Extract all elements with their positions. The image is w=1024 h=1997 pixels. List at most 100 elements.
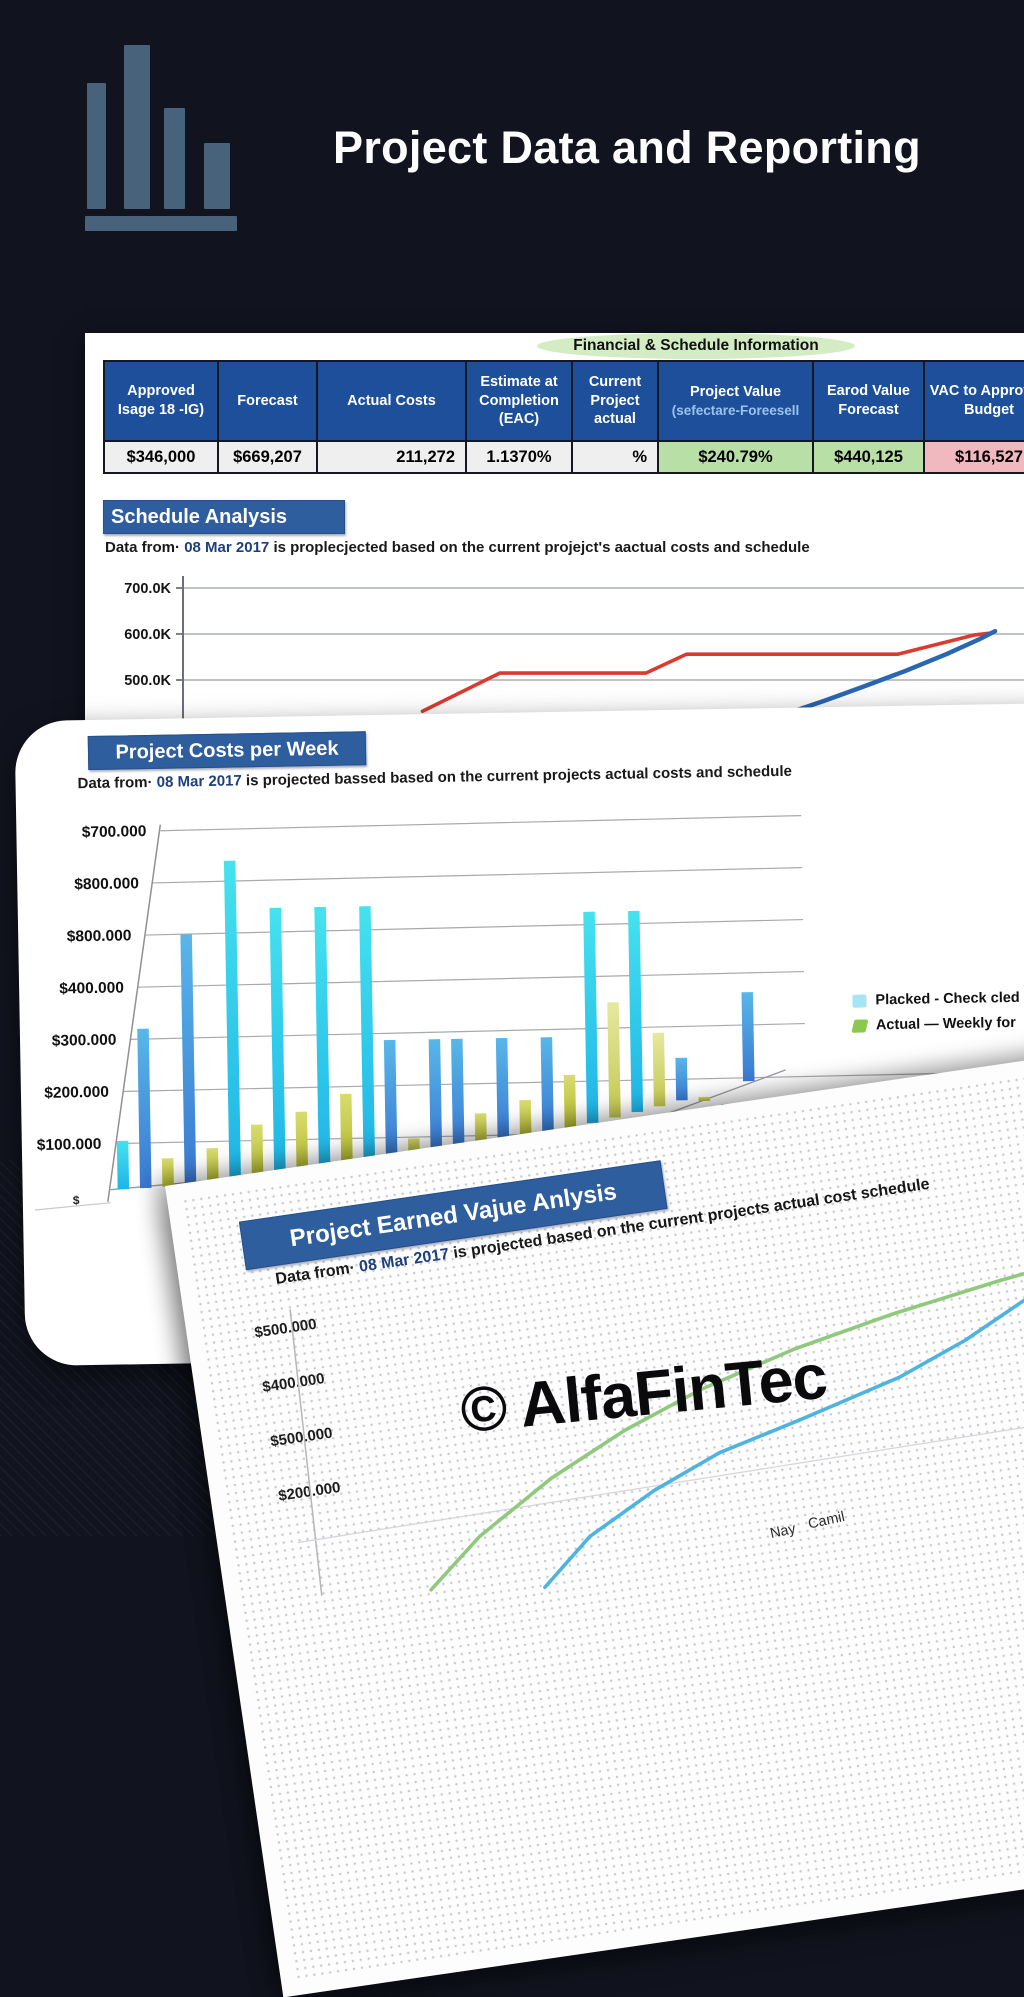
- column-label: Estimate at Completion (EAC): [479, 374, 559, 428]
- chart-legend: Placked - Check cled Actual — Weekly for: [851, 990, 1021, 1034]
- axis-extension-line: [34, 1202, 111, 1211]
- legend-label: Actual — Weekly for: [875, 1014, 1016, 1034]
- bar-forecast: [180, 934, 197, 1186]
- financial-table: Approved Isage 18 -IG) Forecast Actual Cos…: [103, 360, 1024, 474]
- x-axis-label: Camil: [807, 1509, 847, 1533]
- table-value-cell: $346,000: [105, 442, 219, 472]
- column-label: Actual Costs: [347, 392, 436, 409]
- bar-forecast: [741, 992, 755, 1082]
- legend-swatch: [851, 1018, 869, 1033]
- y-axis-label: $800.000: [67, 927, 132, 945]
- table-value-cell: $116,527: [925, 442, 1024, 472]
- column-label: Current Project actual: [588, 374, 642, 428]
- bar-forecast: [495, 1037, 510, 1143]
- bar-actual: [250, 1124, 264, 1180]
- y-axis-label: $200.000: [44, 1084, 109, 1102]
- subtitle-prefix: Data from·: [105, 539, 181, 556]
- bar-planned: [223, 860, 242, 1182]
- costs-bar-chart: $700.000 $800.000 $800.000 $400.000 $300.000…: [34, 814, 1012, 1211]
- bar-planned: [269, 907, 286, 1177]
- section-title: Project Costs per Week: [115, 737, 339, 764]
- logo-bar: [124, 45, 150, 209]
- table-value-cell: 211,272: [318, 442, 467, 472]
- y-axis-label: $300.000: [52, 1032, 117, 1050]
- bar-forecast: [675, 1057, 688, 1101]
- subtitle-date: 08 Mar 2017: [156, 772, 242, 791]
- bar-actual: [519, 1099, 532, 1138]
- subtitle-prefix: Data from·: [77, 773, 153, 793]
- bar-actual: [295, 1111, 309, 1175]
- actual-cost-line: [785, 628, 998, 716]
- legend-item: Placked - Check cled: [852, 990, 1020, 1009]
- bar-forecast: [451, 1038, 465, 1151]
- costs-per-week-banner: Project Costs per Week: [87, 731, 367, 771]
- table-header-cell: Approved Isage 18 -IG): [105, 362, 219, 442]
- actual-blue-line: [543, 1152, 1024, 1590]
- logo-bar: [204, 143, 230, 209]
- y-axis-label: 600.0K: [124, 627, 171, 643]
- table-value-cell: $440,125: [814, 442, 925, 472]
- logo-base: [85, 216, 237, 231]
- schedule-line-chart: 700.0K 600.0K 500.0K: [124, 576, 1024, 769]
- financial-table-title: Financial & Schedule Information: [573, 337, 819, 354]
- legend-swatch: [852, 993, 867, 1008]
- subtitle-text: is proplecjected based on the current pr…: [273, 539, 810, 556]
- column-label: Approved Isage 18 -IG): [117, 383, 205, 418]
- table-header-cell: VAC to Approved Budget: [925, 362, 1024, 442]
- bar-actual: [340, 1093, 353, 1169]
- bar-actual: [161, 1158, 174, 1187]
- gridline: [145, 918, 804, 936]
- y-axis-label: $700.000: [82, 823, 147, 841]
- y-axis-label: $400.000: [59, 979, 124, 997]
- costs-per-week-card: $700.000 $800.000 $800.000 $400.000 $300.000…: [14, 702, 1024, 1367]
- y-axis-line: [107, 824, 162, 1202]
- y-axis-label: $500.000: [253, 1316, 317, 1342]
- table-header-cell: Project Value (sefectare-Foreesell: [659, 362, 814, 442]
- bar-actual: [698, 1096, 711, 1102]
- logo-bar: [164, 108, 185, 209]
- bar-actual: [206, 1148, 219, 1184]
- column-sublabel: (sefectare-Foreesell: [671, 402, 800, 418]
- table-row: $346,000 $669,207 211,272 1.1370%% $240.79% $…: [105, 442, 1024, 472]
- table-header-cell: Actual Costs: [318, 362, 467, 442]
- y-axis-label: $800.000: [74, 875, 139, 893]
- bar-planned: [116, 1140, 130, 1190]
- y-axis-label: 500.0K: [124, 673, 171, 689]
- column-label: Forecast: [237, 392, 298, 409]
- logo-bar: [87, 83, 106, 209]
- legend-item: Actual — Weekly for: [851, 1014, 1021, 1034]
- column-label: Project Value: [689, 384, 782, 401]
- schedule-subtitle: Data from· 08 Mar 2017 is proplecjected …: [105, 539, 1024, 556]
- subtitle-date: 08 Mar 2017: [184, 539, 270, 556]
- table-header-row: Approved Isage 18 -IG) Forecast Actual Cos…: [105, 362, 1024, 442]
- column-label: Earod Value Forecast: [826, 383, 910, 418]
- table-header-cell: Forecast: [219, 362, 318, 442]
- bar-actual: [563, 1074, 577, 1129]
- title-highlight: [537, 333, 855, 359]
- bar-forecast: [383, 1039, 398, 1163]
- section-title: Schedule Analysis: [111, 505, 287, 528]
- y-axis-label: 700.0K: [124, 581, 171, 597]
- y-axis-line: [289, 1309, 323, 1596]
- gridline: [137, 970, 804, 988]
- bar-actual2: [607, 1002, 621, 1118]
- planned-cost-line: [420, 631, 993, 714]
- table-value-cell: %: [573, 442, 659, 472]
- x-axis-label: Nay: [769, 1521, 798, 1542]
- legend-label: Placked - Check cled: [875, 989, 1020, 1009]
- bar-forecast: [428, 1039, 443, 1155]
- earned-green-line: [429, 1132, 1024, 1592]
- schedule-analysis-banner: Schedule Analysis: [103, 500, 345, 534]
- y-axis-label: $100.000: [37, 1136, 102, 1154]
- gridline: [130, 1022, 805, 1040]
- bar-planned: [359, 906, 376, 1166]
- table-value-cell: $669,207: [219, 442, 318, 472]
- y-axis-label: $400.000: [261, 1370, 325, 1396]
- table-header-cell: Current Project actual: [573, 362, 659, 442]
- bar-chart-logo-icon: [85, 45, 237, 231]
- table-header-cell: Estimate at Completion (EAC): [467, 362, 573, 442]
- y-axis-label: $500.000: [269, 1425, 333, 1451]
- bar-forecast: [540, 1037, 554, 1134]
- table-header-cell: Earod Value Forecast: [814, 362, 925, 442]
- gridline: [152, 866, 803, 884]
